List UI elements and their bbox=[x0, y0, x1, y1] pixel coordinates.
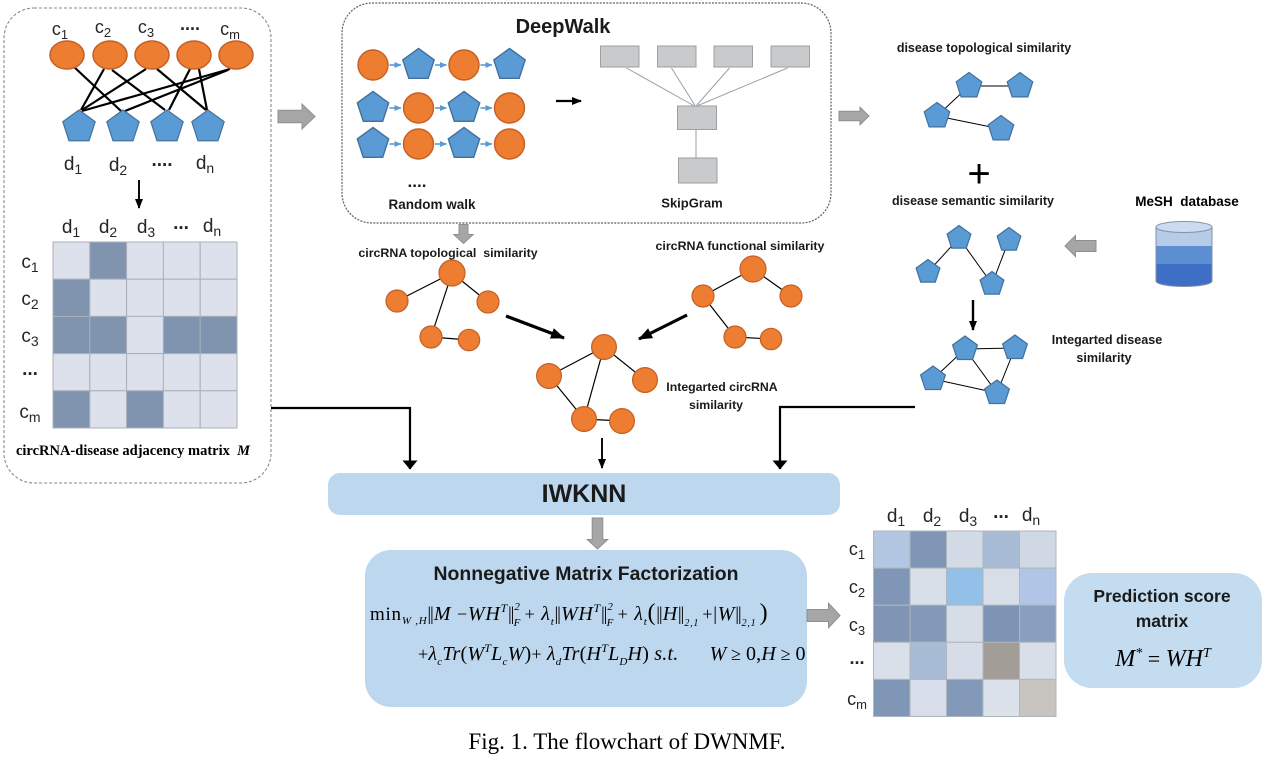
svg-text:Integarted disease: Integarted disease bbox=[1052, 333, 1163, 347]
svg-text:circRNA functional similarity: circRNA functional similarity bbox=[656, 239, 825, 253]
svg-text:SkipGram: SkipGram bbox=[661, 196, 722, 211]
svg-text:Random walk: Random walk bbox=[388, 197, 476, 212]
svg-text:M* = WHT: M* = WHT bbox=[1114, 646, 1212, 672]
svg-text:similarity: similarity bbox=[689, 398, 743, 412]
svg-text:similarity: similarity bbox=[1076, 351, 1131, 365]
svg-text:....: .... bbox=[151, 150, 172, 171]
svg-text:Nonnegative Matrix Factorizati: Nonnegative Matrix Factorization bbox=[434, 563, 739, 585]
svg-text:Prediction score: Prediction score bbox=[1093, 586, 1230, 606]
svg-text:MeSH database: MeSH database bbox=[1135, 194, 1239, 209]
svg-text:...: ... bbox=[22, 359, 38, 380]
svg-text:disease semantic similarity: disease semantic similarity bbox=[892, 194, 1054, 208]
svg-text:Fig. 1. The flowchart of DWNMF: Fig. 1. The flowchart of DWNMF. bbox=[468, 729, 785, 754]
svg-text:....: .... bbox=[180, 14, 200, 34]
svg-text:matrix: matrix bbox=[1136, 611, 1189, 631]
svg-text:...: ... bbox=[993, 502, 1009, 523]
svg-text:...: ... bbox=[173, 213, 189, 234]
svg-text:...: ... bbox=[849, 648, 864, 668]
svg-text:IWKNN: IWKNN bbox=[542, 480, 627, 508]
svg-text:circRNA topological similarit: circRNA topological similarity bbox=[358, 246, 537, 260]
svg-text:+λcTr(WTLcW)+ λdTr(HTLDH) s.t.: +λcTr(WTLcW)+ λdTr(HTLDH) s.t. W ≥ 0,H ≥… bbox=[418, 641, 806, 668]
svg-text:DeepWalk: DeepWalk bbox=[516, 16, 612, 38]
svg-text:circRNA-disease adjacency matr: circRNA-disease adjacency matrix M bbox=[16, 443, 251, 459]
svg-text:....: .... bbox=[408, 172, 427, 191]
svg-text:+: + bbox=[967, 152, 990, 196]
svg-text:minW ,H||M −WHT||2F + λt||WHT|: minW ,H||M −WHT||2 F + λt||WHT||2 F + λt(|… bbox=[370, 600, 768, 629]
svg-text:disease topological similarity: disease topological similarity bbox=[897, 41, 1071, 55]
svg-text:Integarted circRNA: Integarted circRNA bbox=[666, 380, 778, 394]
